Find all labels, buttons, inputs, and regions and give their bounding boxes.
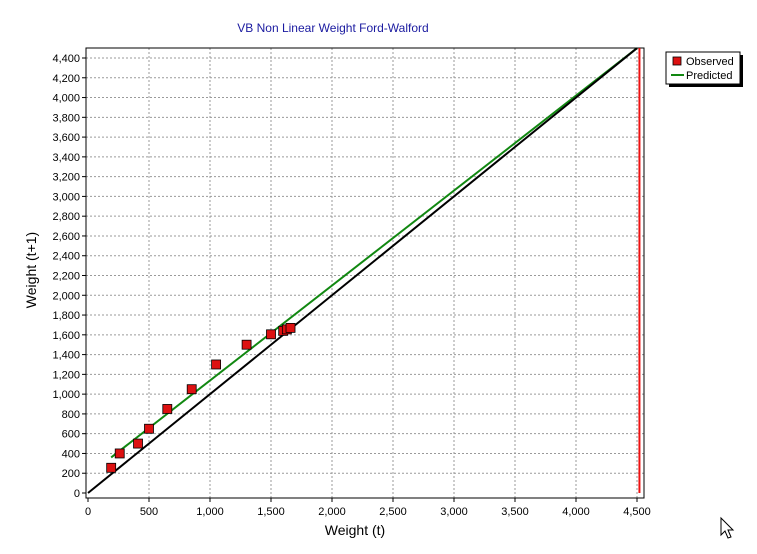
y-tick-label: 2,600 — [52, 231, 80, 243]
observed-point — [114, 448, 125, 459]
predicted-line — [110, 47, 638, 459]
y-tick-label: 2,800 — [52, 211, 80, 223]
legend-observed-label: Observed — [686, 56, 734, 68]
y-tick-label: 3,600 — [52, 132, 80, 144]
y-tick-label: 4,000 — [52, 93, 80, 105]
chart-title: VB Non Linear Weight Ford-Walford — [237, 21, 428, 35]
observed-point — [241, 339, 252, 350]
x-tick-label: 500 — [140, 506, 158, 518]
observed-point — [133, 438, 143, 449]
y-tick-label: 800 — [62, 409, 80, 421]
reference-line — [87, 47, 638, 494]
x-tick-label: 0 — [85, 506, 91, 518]
observed-point — [162, 404, 173, 414]
y-tick-label: 3,800 — [52, 112, 80, 124]
grid-layer — [86, 48, 644, 498]
x-tick-label: 3,500 — [501, 506, 529, 518]
y-tick-label: 600 — [62, 429, 80, 441]
y-tick-label: 4,200 — [52, 73, 80, 85]
y-tick-label: 1,600 — [52, 330, 80, 342]
observed-point — [285, 322, 296, 333]
axis-layer: 0 500 1,000 1,500 2,000 2,500 3,000 3,500 4,000 4… — [52, 53, 650, 518]
x-axis-title: Weight (t) — [325, 522, 385, 538]
y-tick-label: 1,400 — [52, 350, 80, 362]
observed-point — [106, 462, 117, 473]
y-tick-label: 200 — [62, 468, 80, 480]
y-tick-label: 2,200 — [52, 271, 80, 283]
y-tick-label: 1,000 — [52, 389, 80, 401]
legend-observed-marker — [672, 56, 682, 66]
observed-point — [266, 329, 276, 340]
y-tick-label: 3,400 — [52, 152, 80, 164]
y-tick-label: 400 — [62, 448, 80, 460]
observed-point — [186, 384, 197, 395]
x-tick-label: 4,500 — [623, 506, 651, 518]
mouse-cursor-icon — [720, 516, 735, 539]
x-tick-label: 4,000 — [562, 506, 590, 518]
y-tick-label: 2,000 — [52, 290, 80, 302]
legend: Observed Predicted — [665, 51, 743, 87]
y-axis-title: Weight (t+1) — [23, 232, 39, 308]
x-tick-label: 1,000 — [196, 506, 224, 518]
x-tick-label: 2,500 — [379, 506, 407, 518]
observed-point — [144, 423, 154, 434]
y-tick-label: 3,200 — [52, 172, 80, 184]
y-tick-label: 4,400 — [52, 53, 80, 65]
y-tick-label: 2,400 — [52, 251, 80, 263]
x-tick-label: 3,000 — [440, 506, 468, 518]
y-tick-label: 3,000 — [52, 191, 80, 203]
legend-predicted-label: Predicted — [686, 70, 732, 82]
series-layer — [87, 47, 641, 494]
y-tick-label: 1,800 — [52, 310, 80, 322]
x-tick-label: 1,500 — [257, 506, 285, 518]
y-tick-label: 1,200 — [52, 369, 80, 381]
y-tick-label: 0 — [74, 488, 80, 500]
x-tick-label: 2,000 — [318, 506, 346, 518]
plot-frame — [85, 47, 645, 499]
observed-point — [211, 359, 222, 370]
